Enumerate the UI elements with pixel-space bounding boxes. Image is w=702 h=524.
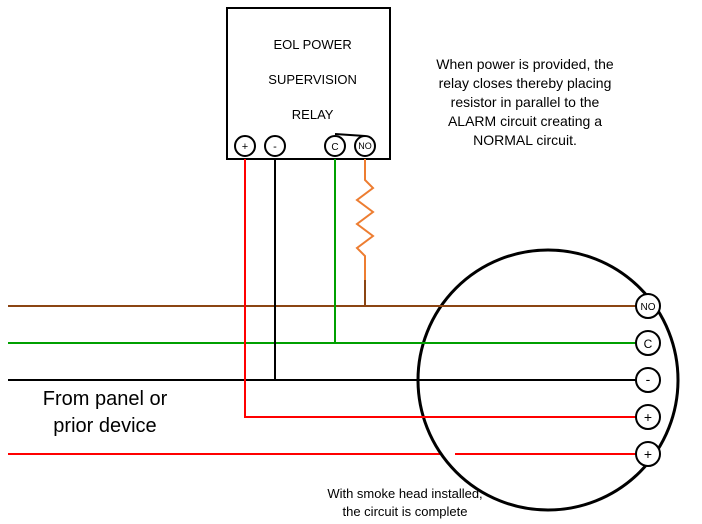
- input-label-l1: From panel or: [43, 388, 168, 410]
- device-term-no-label: NO: [641, 302, 656, 313]
- diagram-canvas: + - C NO NO C - + + EOL POWER SUPERVISIO…: [0, 0, 702, 524]
- relay-term-c-label: C: [331, 142, 338, 153]
- bottom-note-l1: With smoke head installed,: [327, 486, 482, 501]
- note-l1: When power is provided, the: [436, 56, 613, 72]
- relay-title: EOL POWER SUPERVISION RELAY: [240, 18, 378, 123]
- relay-title-l2: SUPERVISION: [268, 72, 357, 87]
- bottom-note-l2: the circuit is complete: [343, 504, 468, 519]
- side-note: When power is provided, the relay closes…: [420, 55, 630, 149]
- note-l2: relay closes thereby placing: [439, 75, 612, 91]
- note-l4: ALARM circuit creating a: [448, 113, 602, 129]
- wire-resistor: [357, 159, 373, 280]
- relay-title-l1: EOL POWER: [273, 37, 351, 52]
- input-label: From panel or prior device: [20, 386, 190, 440]
- bottom-note: With smoke head installed, the circuit i…: [305, 485, 505, 520]
- note-l3: resistor in parallel to the: [451, 94, 600, 110]
- input-label-l2: prior device: [53, 415, 156, 437]
- relay-term-plus-label: +: [242, 141, 248, 153]
- relay-term-no-label: NO: [358, 141, 372, 151]
- relay-term-minus-label: -: [273, 141, 277, 153]
- note-l5: NORMAL circuit.: [473, 132, 577, 148]
- device-term-plus2-label: +: [644, 446, 652, 462]
- device-term-minus-label: -: [646, 371, 651, 387]
- device-term-plus1-label: +: [644, 409, 652, 425]
- relay-title-l3: RELAY: [292, 107, 334, 122]
- device-term-c-label: C: [644, 337, 653, 351]
